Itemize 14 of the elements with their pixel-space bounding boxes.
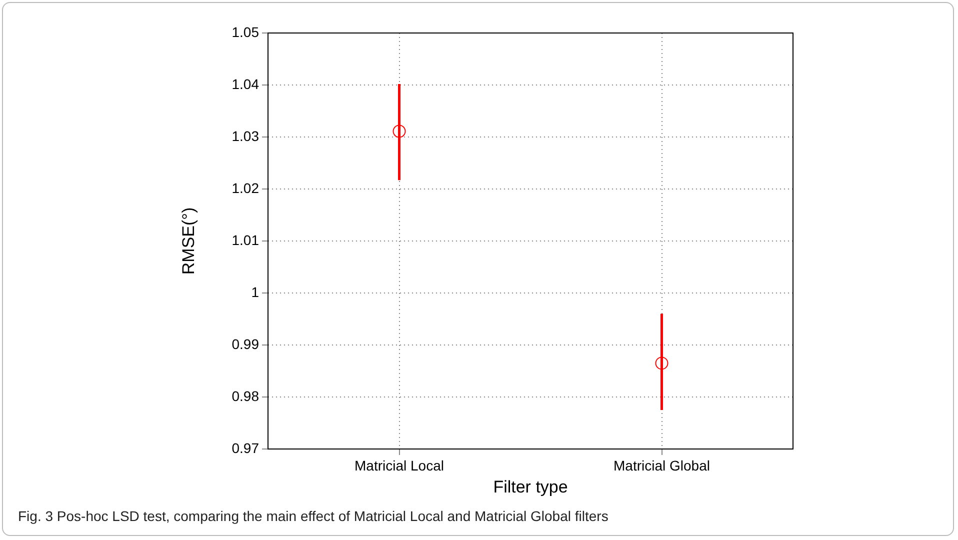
y-tick-label: 0.97 xyxy=(232,440,260,456)
y-tick-label: 1.04 xyxy=(232,76,260,92)
y-tick-label: 1.01 xyxy=(232,232,260,248)
x-tick-label: Matricial Local xyxy=(354,457,444,474)
y-tick-label: 0.99 xyxy=(232,336,260,352)
y-tick-label: 1.05 xyxy=(232,24,260,40)
caption: Fig. 3 Pos-hoc LSD test, comparing the main effect of Matricial Local and Matricial Global filters xyxy=(18,508,608,524)
x-axis-title: Filter type xyxy=(493,477,568,496)
y-tick-label: 1 xyxy=(251,284,260,300)
y-tick-label: 1.02 xyxy=(232,180,260,196)
x-tick-label: Matricial Global xyxy=(614,457,710,474)
y-tick-label: 1.03 xyxy=(232,128,260,144)
y-tick-label: 0.98 xyxy=(232,388,260,404)
y-axis-title: RMSE(°) xyxy=(178,207,198,275)
